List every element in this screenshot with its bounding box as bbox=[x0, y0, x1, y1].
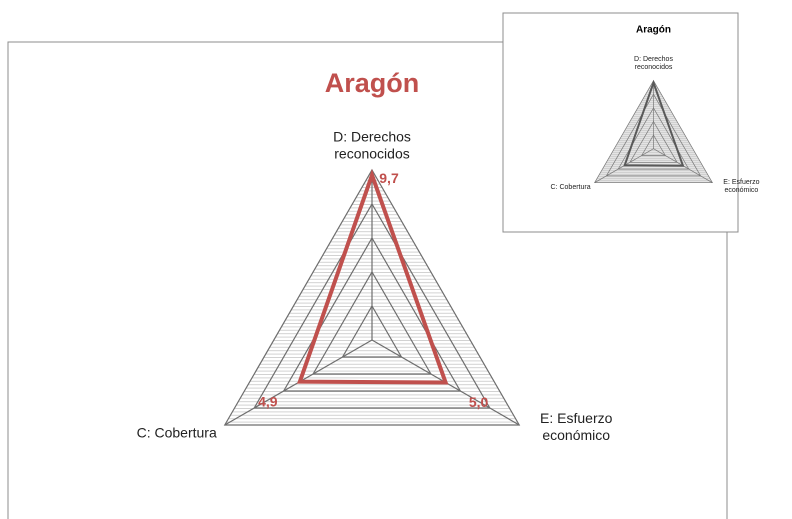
radar-chart: Aragón bbox=[502, 12, 739, 233]
chart-frame bbox=[502, 12, 739, 233]
data-line bbox=[297, 169, 449, 385]
category-label: D: Derechos reconocidos bbox=[333, 128, 411, 162]
grid-ring bbox=[617, 107, 690, 170]
grid-ring bbox=[282, 236, 462, 392]
category-label: D: Derechos reconocidos bbox=[634, 55, 673, 72]
grid-ring bbox=[253, 202, 491, 409]
category-label: E: Esfuerzo económico bbox=[540, 410, 613, 443]
data-label: 4,9 bbox=[258, 393, 278, 409]
category-label: C: Cobertura bbox=[136, 424, 217, 441]
grid-ring bbox=[223, 168, 521, 426]
chart-frame bbox=[7, 41, 728, 519]
category-label: C: Cobertura bbox=[550, 183, 591, 191]
chart-title: Aragón bbox=[636, 25, 671, 36]
data-label: 9,7 bbox=[379, 170, 399, 186]
grid-ring bbox=[594, 79, 713, 184]
data-label: 5,0 bbox=[469, 394, 489, 410]
grid-ring bbox=[605, 93, 702, 177]
grid-ring bbox=[341, 304, 403, 358]
data-line bbox=[623, 79, 685, 167]
grid-ring bbox=[312, 270, 432, 375]
grid-ring bbox=[629, 120, 678, 163]
radar-chart: Aragón 9,7 5,0 4,9 bbox=[7, 41, 728, 519]
chart-title: Aragón bbox=[325, 68, 420, 98]
grid-ring bbox=[641, 134, 666, 156]
category-label: E: Esfuerzo económico bbox=[723, 178, 760, 195]
